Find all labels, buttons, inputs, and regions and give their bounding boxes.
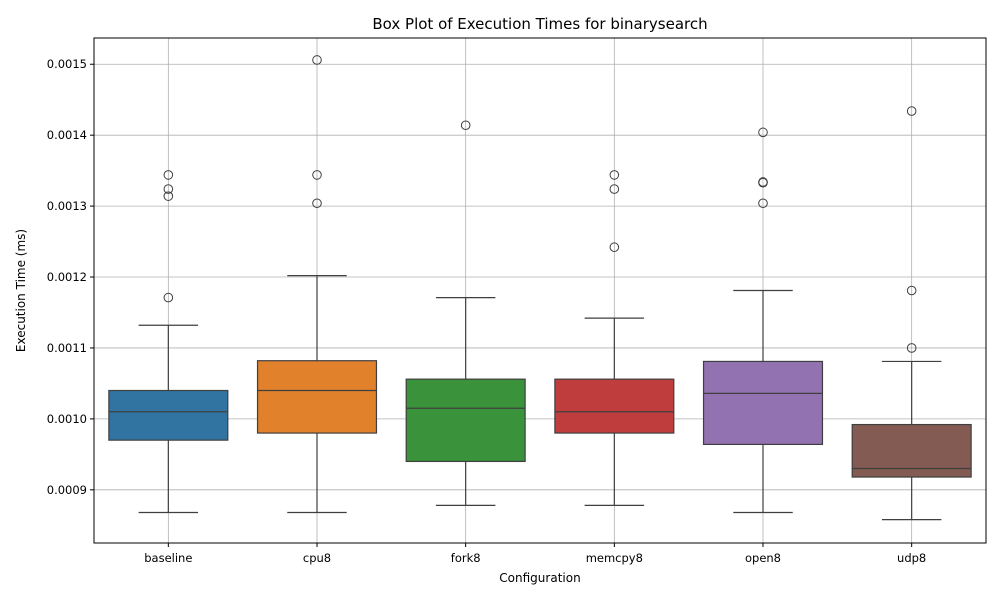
box-iqr — [851, 423, 972, 478]
axis-ticks: 0.0009 0.0010 0.0011 0.0012 0.0013 0.0014 0.00… — [47, 57, 927, 565]
box-iqr — [405, 378, 526, 463]
x-tick-label: udp8 — [897, 551, 926, 565]
plot-frame — [93, 37, 987, 544]
x-tick-label: cpu8 — [303, 551, 331, 565]
box-iqr — [554, 378, 675, 434]
outlier-point — [163, 292, 174, 303]
outlier-point — [758, 198, 768, 209]
y-tick-label: 0.0014 — [47, 128, 87, 142]
boxes — [108, 55, 972, 521]
outlier-point — [460, 120, 471, 131]
box-iqr — [256, 360, 378, 434]
outlier-point — [312, 198, 322, 209]
box-cpu8 — [256, 55, 378, 514]
y-axis-label: Execution Time (ms) — [14, 229, 28, 352]
box-udp8 — [851, 106, 972, 521]
x-tick-label: fork8 — [451, 551, 481, 565]
x-tick-label: baseline — [144, 551, 192, 565]
outlier-point — [758, 127, 768, 138]
box-open8 — [702, 127, 824, 514]
box-fork8 — [405, 120, 526, 507]
x-tick-label: open8 — [745, 551, 781, 565]
outlier-point — [906, 106, 917, 116]
y-tick-label: 0.0012 — [47, 270, 87, 284]
outlier-point — [163, 170, 174, 180]
x-axis-label: Configuration — [499, 571, 580, 585]
outlier-point — [312, 55, 322, 65]
outlier-point — [312, 170, 322, 180]
chart-title: Box Plot of Execution Times for binaryse… — [372, 15, 707, 33]
box-memcpy8 — [554, 170, 675, 507]
y-tick-label: 0.0009 — [47, 483, 87, 497]
box-baseline — [108, 170, 229, 514]
outlier-point — [609, 170, 620, 180]
box-iqr — [702, 360, 824, 446]
y-tick-label: 0.0011 — [47, 341, 87, 355]
y-tick-label: 0.0010 — [47, 412, 87, 426]
outlier-point — [609, 184, 620, 194]
box-iqr — [108, 389, 229, 441]
outlier-point — [906, 343, 917, 353]
y-tick-label: 0.0013 — [47, 199, 87, 213]
y-tick-label: 0.0015 — [47, 57, 87, 71]
outlier-point — [163, 191, 174, 201]
outlier-point — [609, 242, 620, 253]
outlier-point — [758, 177, 768, 187]
outlier-point — [163, 184, 174, 194]
outlier-point — [906, 285, 917, 296]
x-tick-label: memcpy8 — [586, 551, 643, 565]
